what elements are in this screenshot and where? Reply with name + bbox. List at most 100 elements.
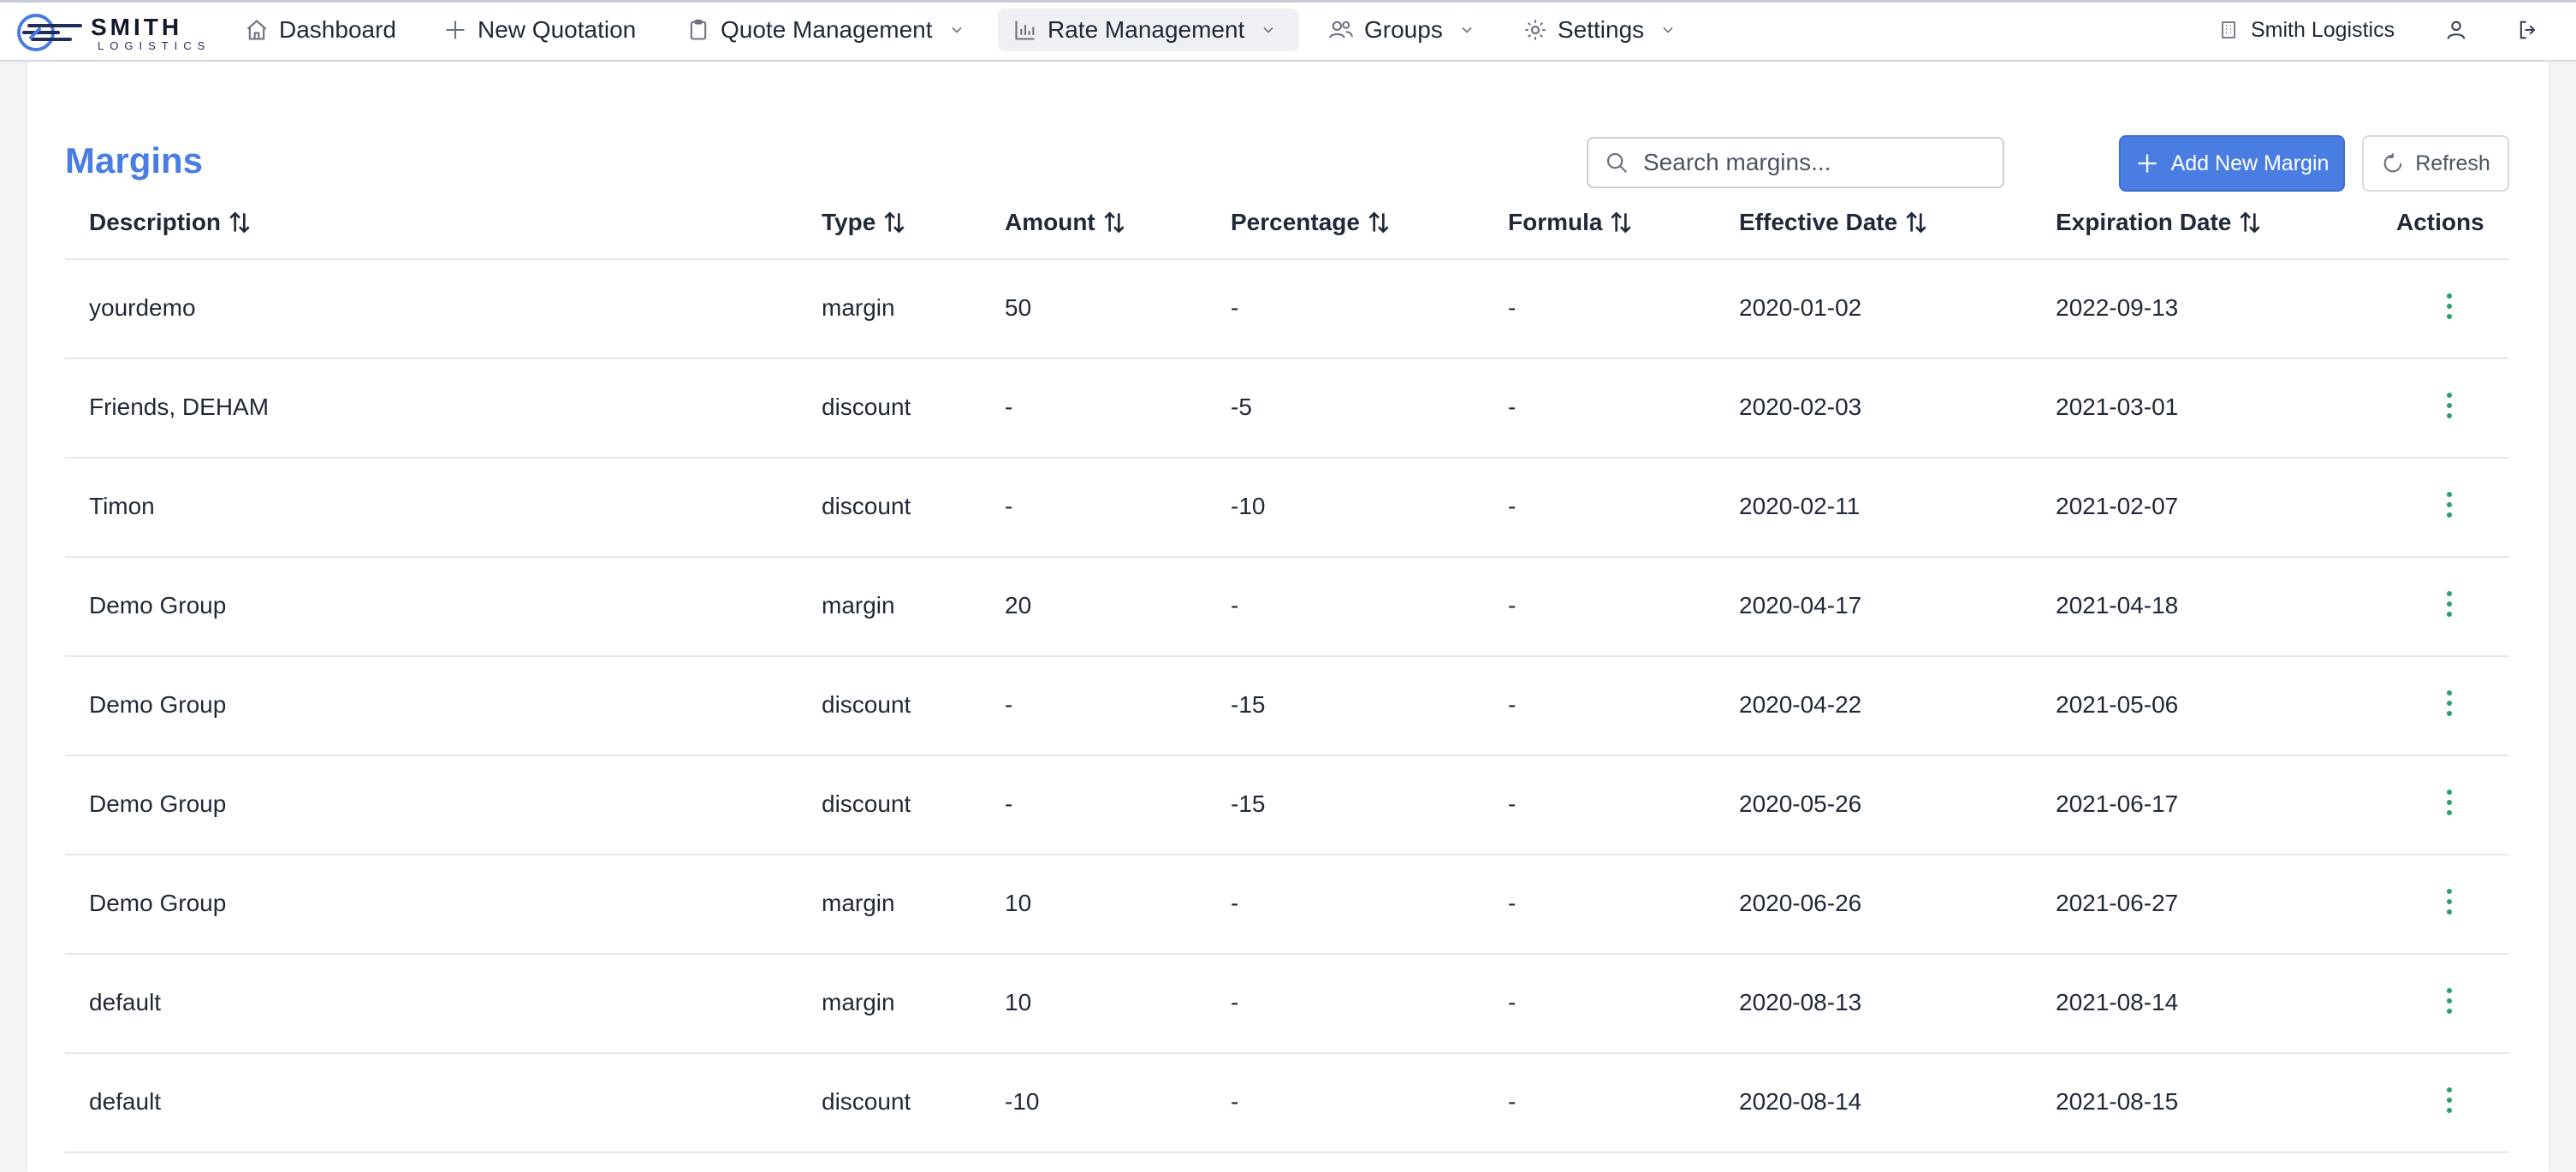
column-label: Amount [1005, 209, 1095, 235]
nav-dashboard[interactable]: Dashboard [229, 9, 412, 51]
table-row[interactable]: Demo Group discount - -15 - 2020-05-26 2… [65, 756, 2509, 855]
home-icon [246, 20, 267, 40]
cell-percentage: - [1231, 1088, 1239, 1115]
cell-expiration-date: 2021-08-14 [2056, 989, 2179, 1015]
brand-logo[interactable]: SMITH LOGISTICS [12, 7, 209, 55]
cell-description: Demo Group [89, 691, 227, 718]
cell-description: yourdemo [89, 294, 196, 321]
nav-groups-label: Groups [1364, 16, 1443, 43]
cell-expiration-date: 2021-05-06 [2056, 691, 2179, 718]
clipboard-icon [690, 19, 707, 40]
nav-groups[interactable]: Groups [1313, 9, 1491, 51]
column-header-percentage[interactable]: Percentage [1231, 209, 1392, 236]
more-vertical-icon[interactable] [2442, 589, 2456, 619]
cell-percentage: - [1231, 592, 1239, 619]
nav-new-quotation[interactable]: New Quotation [428, 9, 651, 51]
table-row[interactable]: Demo Group margin 10 - - 2020-06-26 2021… [65, 855, 2509, 955]
search-box[interactable] [1587, 137, 2004, 188]
table-row[interactable]: Friends, DEHAM discount - -5 - 2020-02-0… [65, 359, 2509, 459]
more-vertical-icon[interactable] [2442, 688, 2456, 719]
refresh-button[interactable]: Refresh [2362, 135, 2509, 192]
column-label: Type [822, 209, 876, 235]
cell-expiration-date: 2021-06-27 [2056, 890, 2179, 916]
sort-icon [1611, 211, 1632, 234]
cell-type: margin [822, 890, 895, 916]
column-header-expiration-date[interactable]: Expiration Date [2056, 209, 2264, 236]
column-header-amount[interactable]: Amount [1005, 209, 1128, 236]
column-header-type[interactable]: Type [822, 209, 908, 236]
chevron-down-icon [1263, 27, 1273, 33]
cell-expiration-date: 2021-03-01 [2056, 394, 2179, 420]
column-header-formula[interactable]: Formula [1508, 209, 1635, 236]
logout-button[interactable] [2516, 9, 2540, 51]
search-input[interactable] [1641, 148, 1987, 177]
more-vertical-icon[interactable] [2442, 986, 2456, 1016]
cell-effective-date: 2020-04-17 [1739, 592, 1862, 619]
cell-description: Timon [89, 493, 155, 519]
column-label: Expiration Date [2056, 209, 2232, 235]
table-header: Description Type Amount Percentage Formu… [65, 181, 2509, 260]
nav-rate-management[interactable]: Rate Management [998, 9, 1299, 51]
cell-amount: 10 [1005, 989, 1032, 1015]
brand-name: SMITH [91, 14, 183, 40]
cell-formula: - [1508, 493, 1517, 519]
cell-formula: - [1508, 1088, 1517, 1115]
table-row[interactable]: default margin 10 - - 2020-08-13 2021-08… [65, 955, 2509, 1054]
cell-amount: - [1005, 790, 1013, 817]
refresh-icon [2383, 153, 2402, 173]
cell-type: discount [822, 691, 911, 718]
chevron-down-icon [1462, 27, 1472, 33]
cell-description: Demo Group [89, 790, 227, 817]
add-new-margin-label: Add New Margin [2170, 151, 2330, 175]
building-icon [2222, 21, 2235, 38]
margins-table: Description Type Amount Percentage Formu… [65, 181, 2509, 1153]
nav-quote-management-label: Quote Management [721, 16, 933, 43]
bar-chart-icon [1015, 21, 1035, 40]
column-header-effective-date[interactable]: Effective Date [1739, 209, 1930, 236]
more-vertical-icon[interactable] [2442, 787, 2456, 818]
nav-quote-management[interactable]: Quote Management [671, 9, 981, 51]
cell-type: discount [822, 1088, 911, 1115]
nav-dashboard-label: Dashboard [279, 16, 396, 43]
nav-settings[interactable]: Settings [1508, 9, 1692, 51]
cell-percentage: - [1231, 989, 1239, 1015]
cell-percentage: -10 [1231, 493, 1266, 519]
column-label: Actions [2396, 209, 2484, 235]
cell-formula: - [1508, 592, 1517, 619]
cell-expiration-date: 2021-06-17 [2056, 790, 2179, 817]
chevron-down-icon [951, 27, 962, 33]
plus-icon [2138, 154, 2157, 173]
company-selector[interactable]: Smith Logistics [2218, 9, 2395, 51]
cell-formula: - [1508, 394, 1517, 420]
more-vertical-icon[interactable] [2442, 390, 2456, 421]
cell-expiration-date: 2022-09-13 [2056, 294, 2179, 321]
add-new-margin-button[interactable]: Add New Margin [2119, 135, 2345, 192]
sort-icon [2240, 211, 2261, 234]
cell-percentage: -5 [1231, 394, 1252, 420]
table-body: yourdemo margin 50 - - 2020-01-02 2022-0… [65, 260, 2509, 1153]
cell-description: Friends, DEHAM [89, 394, 270, 420]
cell-effective-date: 2020-06-26 [1739, 890, 1862, 916]
table-row[interactable]: default discount -10 - - 2020-08-14 2021… [65, 1054, 2509, 1153]
more-vertical-icon[interactable] [2442, 1085, 2456, 1116]
more-vertical-icon[interactable] [2442, 291, 2456, 322]
table-row[interactable]: Demo Group discount - -15 - 2020-04-22 2… [65, 657, 2509, 756]
users-icon [1329, 21, 1353, 38]
more-vertical-icon[interactable] [2442, 489, 2456, 520]
cell-type: discount [822, 790, 911, 817]
more-vertical-icon[interactable] [2442, 886, 2456, 917]
sort-icon [1906, 211, 1926, 234]
user-profile-button[interactable] [2444, 9, 2468, 51]
cell-expiration-date: 2021-02-07 [2056, 493, 2179, 519]
column-header-description[interactable]: Description [89, 209, 253, 236]
cell-effective-date: 2020-02-03 [1739, 394, 1862, 420]
table-row[interactable]: Demo Group margin 20 - - 2020-04-17 2021… [65, 558, 2509, 657]
table-row[interactable]: yourdemo margin 50 - - 2020-01-02 2022-0… [65, 260, 2509, 359]
cell-type: margin [822, 294, 895, 321]
table-row[interactable]: Timon discount - -10 - 2020-02-11 2021-0… [65, 459, 2509, 558]
refresh-label: Refresh [2415, 151, 2490, 175]
cell-amount: 20 [1005, 592, 1032, 619]
cell-effective-date: 2020-02-11 [1739, 493, 1861, 519]
cell-type: margin [822, 592, 895, 619]
brand-subtitle: LOGISTICS [98, 39, 211, 52]
